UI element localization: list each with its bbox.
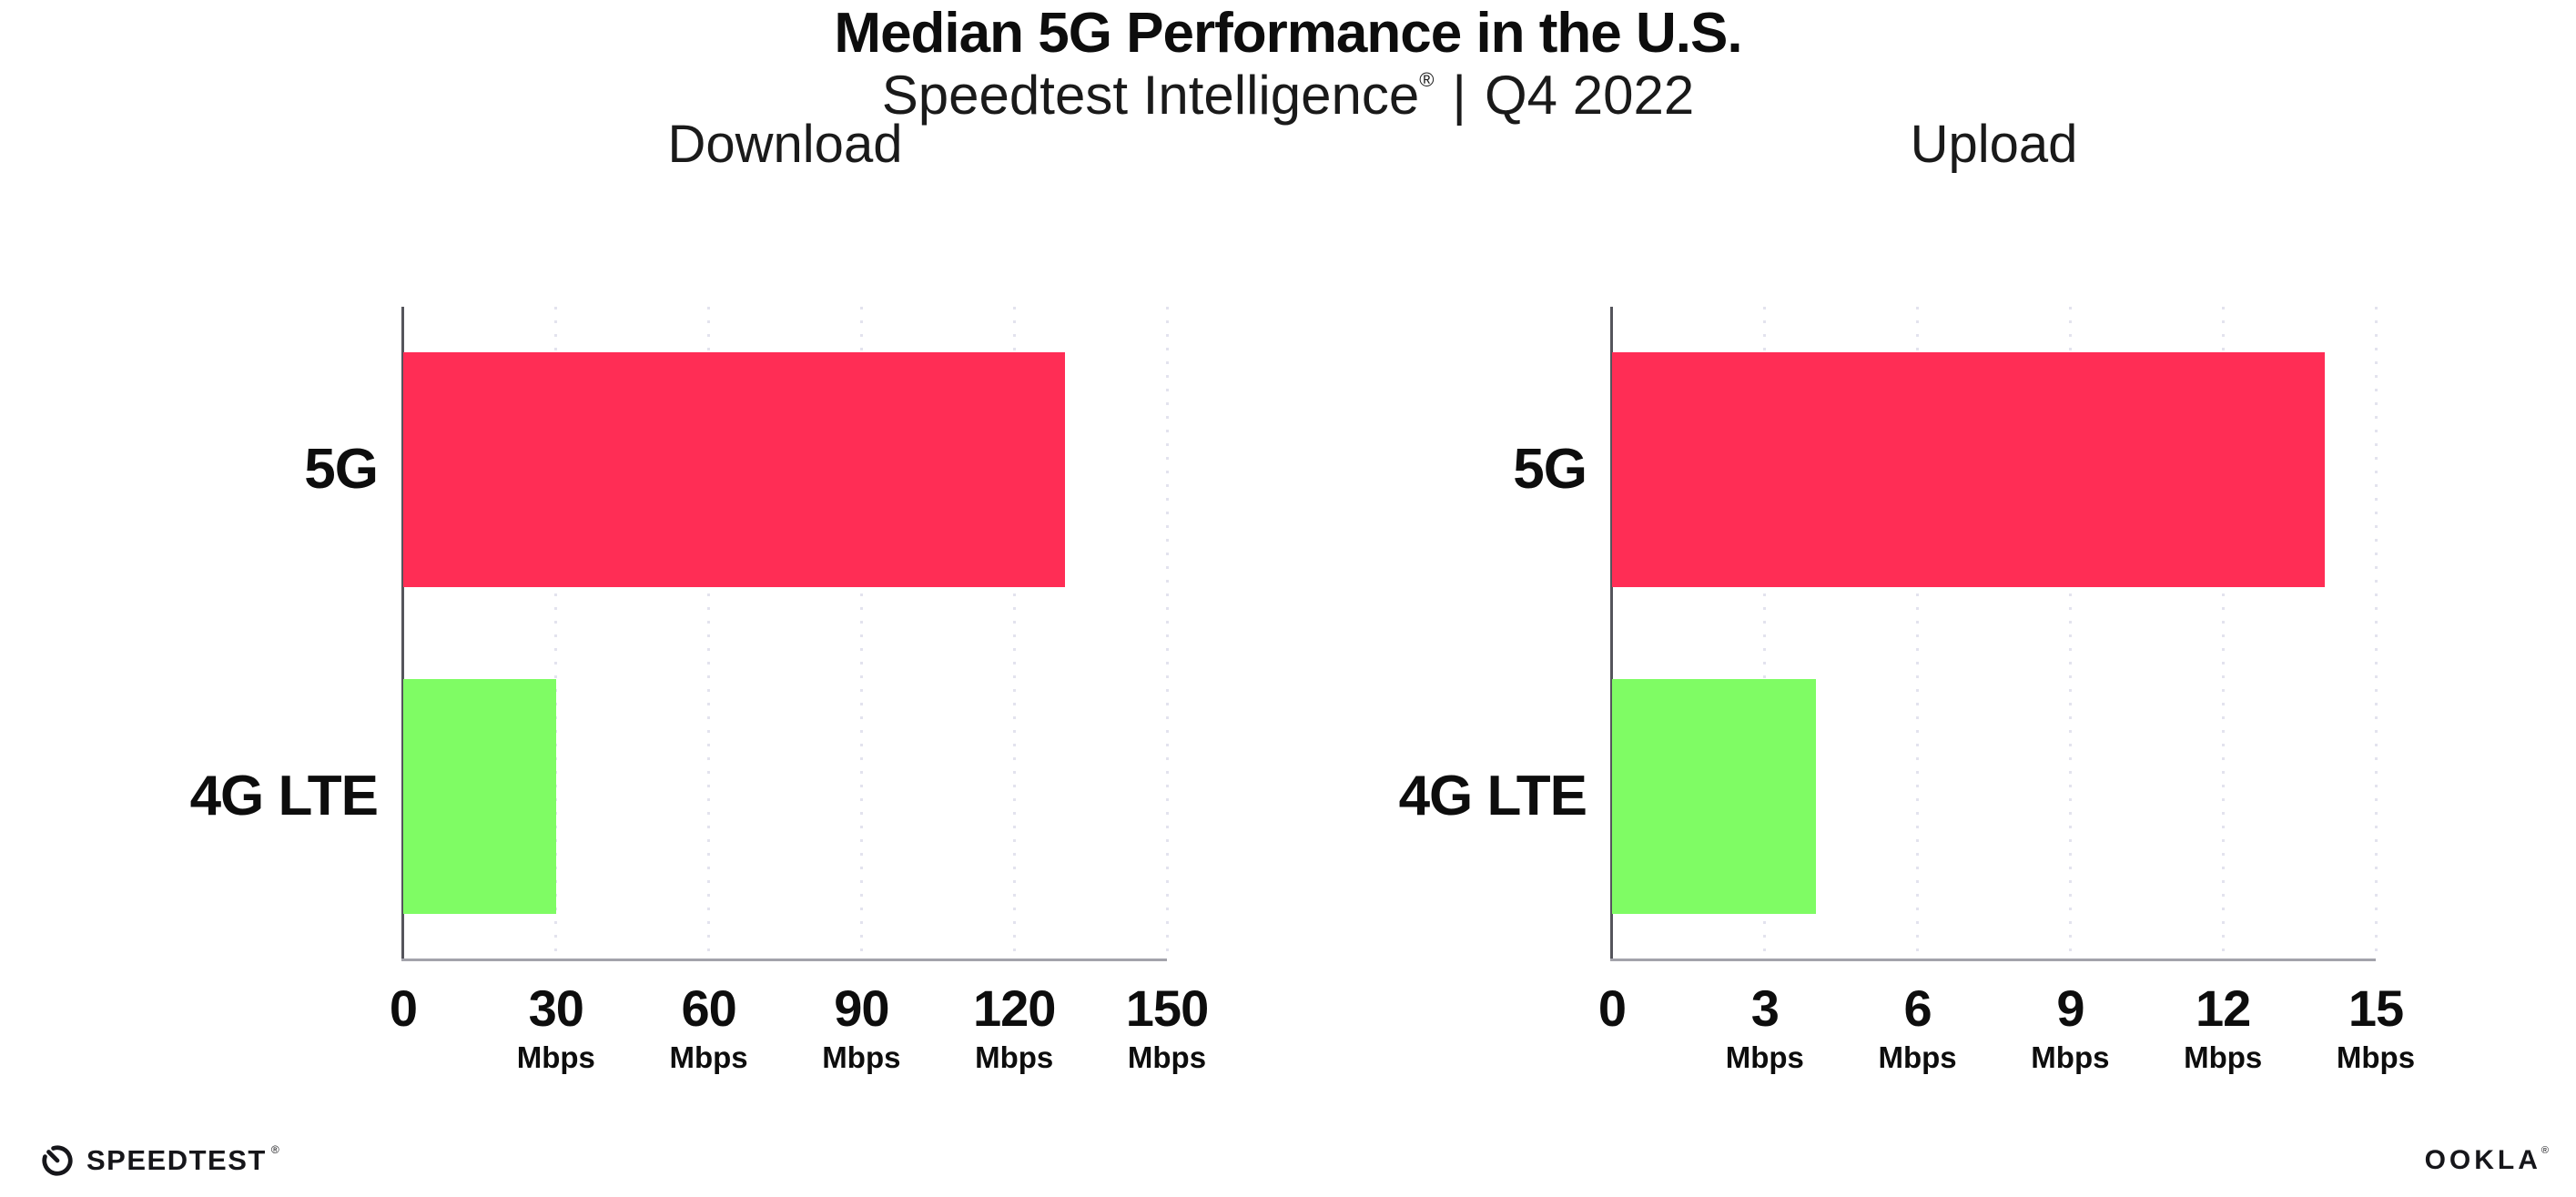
category-label-4g-lte: 4G LTE [1398,764,1587,827]
ookla-logo: OOKLA ® [2425,1141,2549,1180]
x-tick-value: 0 [389,979,418,1037]
x-tick-unit: Mbps [1878,1040,1957,1074]
gridline-6 [1916,307,1920,959]
x-tick-6: 6 Mbps [1790,959,2045,1076]
gridline-9 [2068,307,2072,959]
category-label-5g: 5G [1513,438,1587,501]
download-plot-area: 5G 4G LTE 0 30 Mbps 60 Mbps 90 Mbps 120 Mbps 150 Mb… [190,307,1209,1074]
bar-5g [1612,352,2326,587]
x-tick-value: 15 [2348,979,2404,1037]
x-tick-12: 12 Mbps [2095,959,2350,1076]
gridline-30 [554,307,558,959]
category-label-5g: 5G [304,438,379,501]
x-tick-value: 90 [834,979,889,1037]
x-tick-unit: Mbps [2031,1040,2110,1074]
x-tick-value: 30 [528,979,584,1037]
upload-chart-panel: Upload 5G 4G LTE 0 3 Mbps 6 Mbps 9 Mbps 12 Mbps 15… [1399,0,2416,1197]
x-tick-value: 9 [2056,979,2084,1037]
x-tick-value: 6 [1903,979,1932,1037]
gridline-120 [1012,307,1016,959]
gridline-150 [1165,307,1169,959]
x-tick-value: 0 [1597,979,1627,1037]
bar-5g [403,352,1066,587]
download-chart-panel: Download 5G 4G LTE 0 30 Mbps 60 Mbps 90 Mbps 120… [190,0,1210,1197]
y-axis [401,307,404,961]
x-tick-120: 120 Mbps [887,959,1141,1076]
x-tick-unit: Mbps [669,1040,748,1074]
page-subtitle: Speedtest Intelligence® | Q4 2022 [0,47,2576,128]
x-axis [1610,959,2376,961]
bar-4g-lte [1612,678,1816,914]
x-tick-150: 150 Mbps [1040,959,1294,1076]
x-tick-value: 3 [1750,979,1780,1037]
page-title: Median 5G Performance in the U.S. [834,2,1742,65]
download-chart-title: Download [667,115,903,174]
x-tick-unit: Mbps [516,1040,595,1074]
x-tick-value: 12 [2196,979,2251,1037]
speedtest-trademark-icon: ® [270,1143,279,1156]
x-tick-30: 30 Mbps [429,959,684,1076]
x-tick-90: 90 Mbps [734,959,989,1076]
gridline-15 [2374,307,2378,959]
x-tick-unit: Mbps [822,1040,901,1074]
x-tick-0: 0 [276,959,531,1038]
ookla-wordmark: OOKLA [2424,1145,2541,1175]
x-tick-unit: Mbps [2184,1040,2263,1074]
x-tick-3: 3 Mbps [1638,959,1892,1076]
ookla-trademark-icon: ® [2541,1145,2549,1156]
upload-plot-area: 5G 4G LTE 0 3 Mbps 6 Mbps 9 Mbps 12 Mbps 15 Mbps [1399,307,2415,1074]
x-tick-unit: Mbps [2336,1040,2416,1074]
subtitle-period: Q4 2022 [1485,65,1695,126]
x-tick-unit: Mbps [1725,1040,1804,1074]
subtitle-divider: | [1452,65,1467,126]
category-label-4g-lte: 4G LTE [189,764,379,827]
x-tick-0: 0 [1485,959,1739,1038]
x-tick-9: 9 Mbps [1942,959,2197,1076]
x-axis [401,959,1167,961]
x-tick-unit: Mbps [1127,1040,1207,1074]
x-tick-value: 60 [681,979,736,1037]
x-tick-15: 15 Mbps [2248,959,2503,1076]
speedtest-gauge-icon [42,1145,73,1176]
gridline-3 [1763,307,1767,959]
speedtest-logo: SPEEDTEST ® [40,1141,279,1180]
x-tick-60: 60 Mbps [582,959,837,1076]
x-tick-value: 120 [972,979,1056,1037]
subtitle-trademark: ® [1419,68,1435,91]
subtitle-brand: Speedtest Intelligence [881,65,1420,126]
gridline-60 [707,307,711,959]
y-axis [1610,307,1613,961]
gridline-90 [859,307,863,959]
gridline-12 [2221,307,2225,959]
bar-4g-lte [403,678,556,914]
speedtest-wordmark: SPEEDTEST [86,1144,267,1176]
x-tick-value: 150 [1125,979,1209,1037]
x-tick-unit: Mbps [975,1040,1054,1074]
upload-chart-title: Upload [1910,115,2078,174]
